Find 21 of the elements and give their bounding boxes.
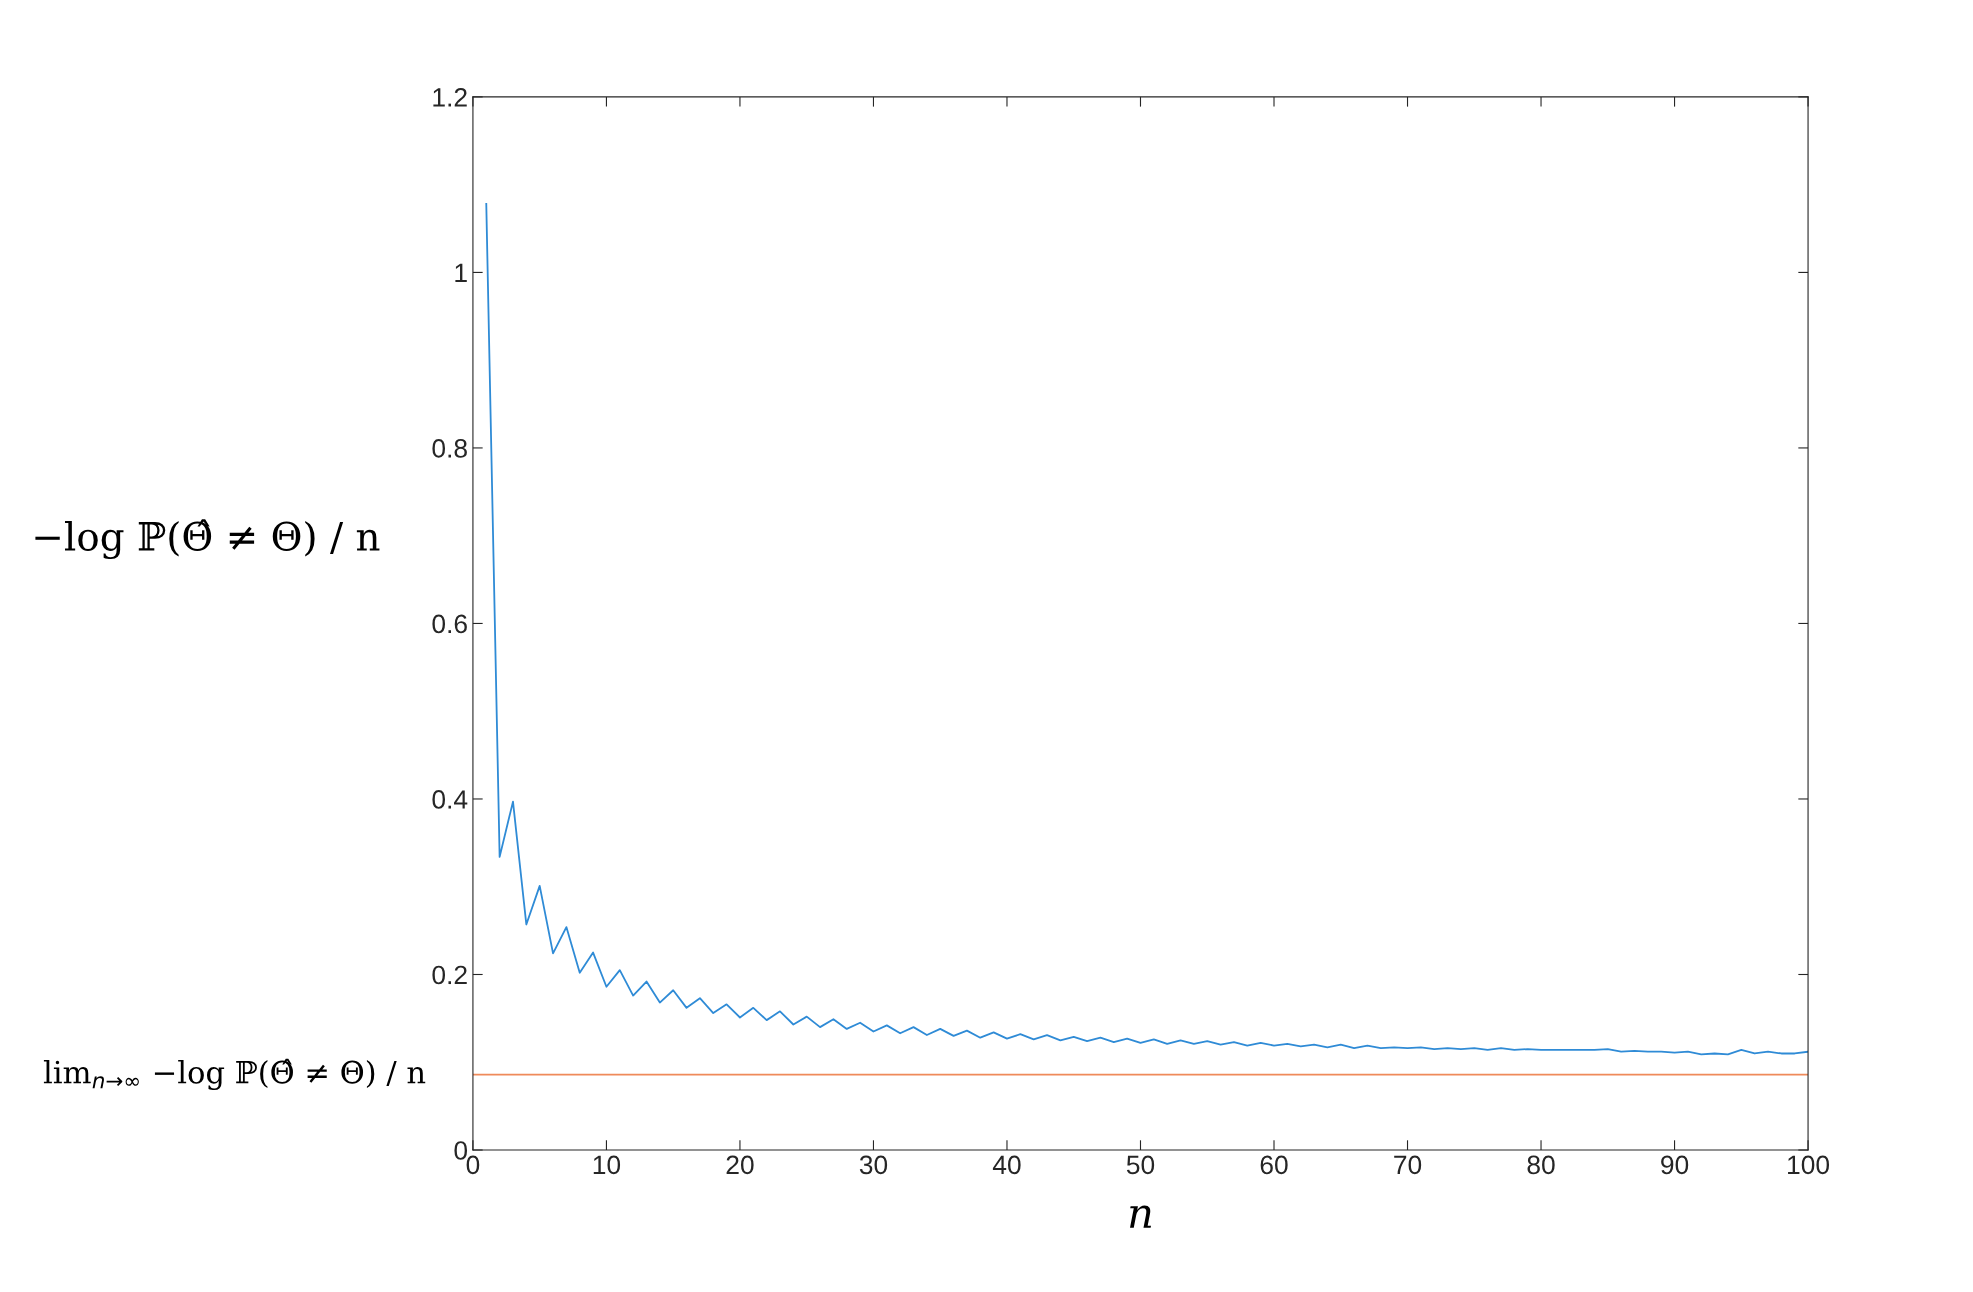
ref-line-label: lim$_{n→∞}$ −log ℙ(Θ̂ ≠ Θ) / n: [43, 1058, 426, 1091]
x-tick-label: 20: [726, 1155, 754, 1175]
x-tick-label: 80: [1527, 1155, 1555, 1175]
x-tick-label: 90: [1661, 1155, 1689, 1175]
x-tick-label: 70: [1394, 1155, 1422, 1175]
y-tick-label: 0: [454, 1141, 468, 1160]
x-tick-label: 100: [1788, 1155, 1830, 1175]
x-tick-label: 40: [992, 1155, 1021, 1175]
line-series: [485, 203, 1809, 1056]
x-tick-label: 50: [1126, 1155, 1155, 1175]
y-tick-label: 1: [455, 263, 467, 282]
x-tick-label: 60: [1260, 1155, 1288, 1175]
x-axis-title: n: [1130, 1205, 1151, 1228]
x-tick-label: 30: [859, 1155, 888, 1175]
x-tick-label: 10: [593, 1155, 621, 1175]
y-axis-title: −log ℙ(Θ̂ ≠ Θ) / n: [35, 519, 380, 560]
y-tick-label: 1.2: [433, 88, 467, 107]
y-tick-label: 0.2: [432, 965, 467, 985]
y-tick-label: 0.8: [432, 439, 467, 458]
y-tick-label: 0.4: [432, 790, 468, 809]
y-tick-label: 0.6: [432, 614, 467, 634]
